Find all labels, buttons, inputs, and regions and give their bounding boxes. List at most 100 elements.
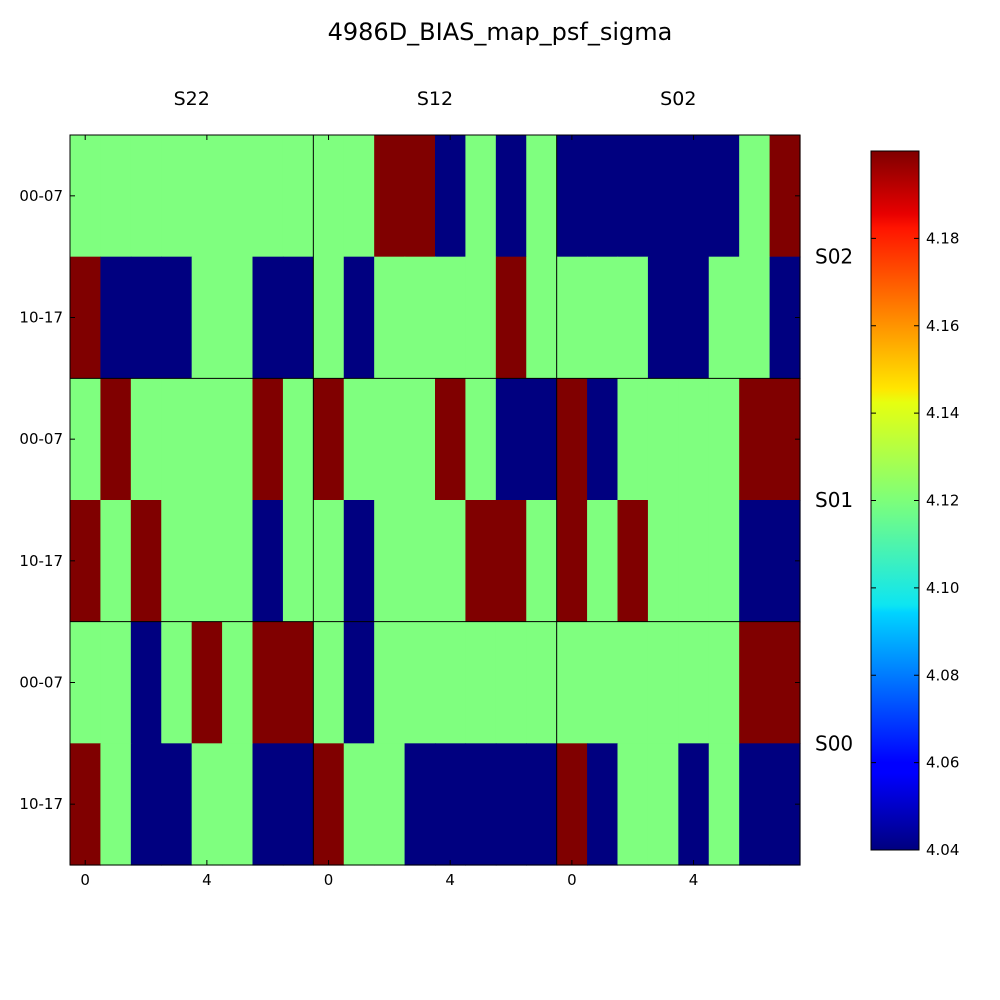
heatmap-cell: [465, 743, 497, 866]
heatmap-cell: [647, 743, 679, 866]
y-tick-label: 00-07: [19, 674, 63, 692]
heatmap-cell: [282, 743, 314, 866]
heatmap-cell: [282, 135, 314, 258]
row-label: S01: [815, 488, 853, 512]
heatmap-cell: [191, 256, 223, 379]
colorbar-tick-label: 4.14: [926, 404, 959, 422]
heatmap-cell: [130, 621, 162, 744]
heatmap-cell: [495, 621, 527, 744]
heatmap-cell: [161, 378, 193, 501]
y-tick-label: 10-17: [19, 795, 63, 813]
heatmap-cell: [678, 743, 710, 866]
heatmap-cell: [587, 135, 619, 258]
colorbar: 4.04 4.06 4.08 4.10 4.12 4.14 4.16 4.18: [870, 150, 959, 859]
heatmap-cell: [161, 743, 193, 866]
x-axis-ticks: 0 4 0 4 0 4: [80, 135, 698, 889]
heatmap-cell: [343, 621, 375, 744]
colorbar-tick-label: 4.04: [926, 841, 959, 859]
heatmap-cell: [343, 135, 375, 258]
heatmap-cell: [313, 135, 345, 258]
heatmap-cell: [70, 256, 102, 379]
heatmap-cell: [465, 135, 497, 258]
heatmap-cell: [495, 743, 527, 866]
heatmap-cell: [435, 256, 467, 379]
heatmap-cell: [617, 378, 649, 501]
heatmap-cell: [708, 743, 740, 866]
heatmap-cell: [587, 743, 619, 866]
heatmap-cell: [556, 256, 588, 379]
heatmap-cell: [130, 500, 162, 623]
colorbar-gradient: [870, 150, 920, 851]
heatmap-cell: [70, 621, 102, 744]
row-labels: S02 S01 S00: [815, 245, 853, 756]
heatmap-cell: [191, 135, 223, 258]
heatmap-cell: [587, 378, 619, 501]
heatmap-cell: [191, 378, 223, 501]
heatmap-cell: [739, 256, 771, 379]
heatmap-cell: [435, 135, 467, 258]
heatmap-cell: [526, 500, 558, 623]
heatmap-cell: [222, 621, 254, 744]
heatmap-cell: [161, 500, 193, 623]
heatmap-cell: [252, 621, 284, 744]
heatmap-cell: [161, 256, 193, 379]
heatmap-cell: [495, 135, 527, 258]
heatmap-cell: [617, 135, 649, 258]
colorbar-tick-label: 4.06: [926, 754, 959, 772]
heatmap-cell: [617, 743, 649, 866]
heatmap-cell: [556, 135, 588, 258]
heatmap-cell: [739, 743, 771, 866]
heatmap-cell: [100, 256, 132, 379]
heatmap-cell: [739, 621, 771, 744]
heatmap-cell: [617, 500, 649, 623]
heatmap-cell: [435, 378, 467, 501]
heatmap-cell: [191, 743, 223, 866]
heatmap-cell: [70, 378, 102, 501]
heatmap-cell: [161, 135, 193, 258]
heatmap-cell: [678, 621, 710, 744]
heatmap-cell: [495, 256, 527, 379]
y-tick-label: 00-07: [19, 430, 63, 448]
y-tick-label: 10-17: [19, 309, 63, 327]
heatmap-cell: [739, 135, 771, 258]
heatmap-cell: [374, 743, 406, 866]
heatmap-cell: [404, 256, 436, 379]
heatmap-cell: [526, 378, 558, 501]
heatmap-cell: [374, 621, 406, 744]
heatmap-cell: [708, 135, 740, 258]
colorbar-tick-label: 4.08: [926, 666, 959, 684]
heatmap-cell: [556, 743, 588, 866]
heatmap-cell: [100, 500, 132, 623]
heatmap-cell: [647, 621, 679, 744]
heatmap-cell: [130, 743, 162, 866]
heatmap-cell: [404, 743, 436, 866]
heatmap-cell: [343, 256, 375, 379]
heatmap-cell: [100, 743, 132, 866]
heatmap-cell: [313, 500, 345, 623]
heatmap-cell: [739, 378, 771, 501]
heatmap-cell: [495, 500, 527, 623]
heatmap-cell: [404, 135, 436, 258]
heatmap-cell: [708, 378, 740, 501]
y-tick-label: 10-17: [19, 552, 63, 570]
x-tick-label: 4: [445, 871, 455, 889]
heatmap-cell: [100, 621, 132, 744]
heatmap-cell: [222, 135, 254, 258]
heatmap-cell: [313, 378, 345, 501]
heatmap-cell: [465, 256, 497, 379]
heatmap-cell: [282, 500, 314, 623]
column-label: S12: [417, 88, 453, 110]
heatmap-cell: [435, 621, 467, 744]
column-label: S22: [174, 88, 210, 110]
heatmap-cell: [222, 500, 254, 623]
heatmap-cell: [708, 500, 740, 623]
heatmap-cell: [708, 621, 740, 744]
heatmap-cell: [282, 378, 314, 501]
heatmap-cell: [404, 500, 436, 623]
heatmap-cell: [374, 500, 406, 623]
plot-frame: [69, 134, 801, 866]
heatmap-cell: [343, 500, 375, 623]
heatmap-cell: [191, 500, 223, 623]
heatmap-cell: [282, 621, 314, 744]
